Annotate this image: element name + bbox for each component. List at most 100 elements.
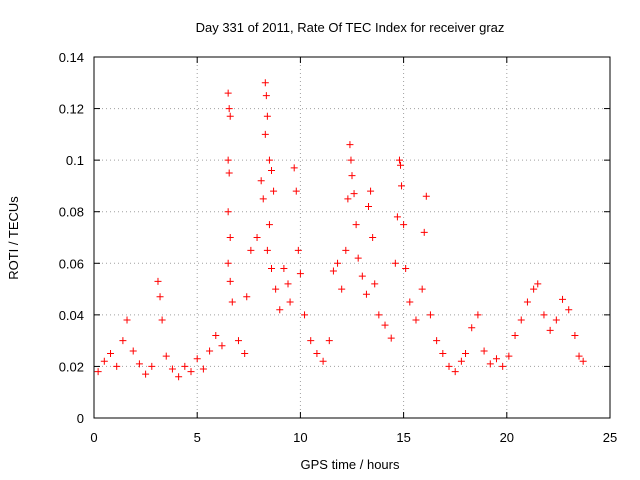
data-point <box>439 350 447 358</box>
data-point <box>107 350 115 358</box>
data-point <box>352 221 360 229</box>
data-point <box>226 112 234 120</box>
data-point <box>268 166 276 174</box>
data-point <box>259 195 267 203</box>
data-point <box>156 293 164 301</box>
data-point <box>319 357 327 365</box>
data-point <box>100 357 108 365</box>
data-point <box>226 277 234 285</box>
data-point <box>272 285 280 293</box>
x-tick-label: 15 <box>396 430 410 445</box>
data-point <box>505 352 513 360</box>
data-point <box>400 221 408 229</box>
data-point <box>265 221 273 229</box>
data-point <box>347 156 355 164</box>
y-tick-label: 0.06 <box>59 256 84 271</box>
data-point <box>342 246 350 254</box>
y-tick-label: 0.14 <box>59 50 84 65</box>
data-point <box>129 347 137 355</box>
data-point <box>354 254 362 262</box>
data-point <box>492 355 500 363</box>
data-point <box>224 89 232 97</box>
data-point <box>162 352 170 360</box>
data-point <box>579 357 587 365</box>
data-point <box>420 228 428 236</box>
data-point <box>575 352 583 360</box>
data-point <box>261 79 269 87</box>
data-point <box>294 246 302 254</box>
data-point <box>228 298 236 306</box>
data-point <box>480 347 488 355</box>
data-point <box>418 285 426 293</box>
data-point <box>369 234 377 241</box>
data-point <box>433 337 441 345</box>
data-point <box>206 347 214 355</box>
data-point <box>534 280 542 288</box>
data-point <box>552 316 560 324</box>
data-point <box>362 290 370 298</box>
data-point <box>371 280 379 288</box>
data-point <box>367 187 375 195</box>
data-point <box>224 156 232 164</box>
data-point <box>365 203 373 211</box>
x-axis-label: GPS time / hours <box>301 457 400 472</box>
y-tick-label: 0.02 <box>59 359 84 374</box>
data-point <box>412 316 420 324</box>
data-point <box>338 285 346 293</box>
data-point <box>135 360 143 368</box>
x-tick-label: 0 <box>90 430 97 445</box>
data-point <box>381 321 389 329</box>
data-point <box>334 259 342 267</box>
data-point <box>402 264 410 272</box>
data-points <box>94 79 587 381</box>
data-point <box>290 164 298 172</box>
data-point <box>387 334 395 342</box>
data-point <box>247 246 255 254</box>
x-tick-label: 5 <box>194 430 201 445</box>
data-point <box>270 187 278 195</box>
data-point <box>286 298 294 306</box>
data-point <box>559 295 567 303</box>
data-point <box>119 337 127 345</box>
y-tick-label: 0.1 <box>66 153 84 168</box>
data-point <box>398 182 406 190</box>
data-point <box>565 306 573 314</box>
x-tick-label: 25 <box>603 430 617 445</box>
x-tick-label: 10 <box>293 430 307 445</box>
data-point <box>224 208 232 216</box>
data-point <box>175 373 183 381</box>
data-point <box>301 311 309 319</box>
plot-frame <box>93 56 611 419</box>
data-point <box>142 370 150 378</box>
data-point <box>261 130 269 138</box>
data-point <box>517 316 525 324</box>
x-tick-label: 20 <box>500 430 514 445</box>
data-point <box>253 234 261 241</box>
data-point <box>199 365 207 373</box>
data-point <box>313 350 321 358</box>
data-point <box>292 187 300 195</box>
data-point <box>225 169 233 177</box>
data-point <box>94 368 102 376</box>
data-point <box>346 141 354 149</box>
data-point <box>307 337 315 345</box>
data-point <box>462 350 470 358</box>
y-axis-label: ROTI / TECUs <box>6 196 21 280</box>
data-point <box>280 264 288 272</box>
data-point <box>262 92 270 100</box>
data-point <box>226 234 234 241</box>
data-point <box>218 342 226 350</box>
data-point <box>325 337 333 345</box>
data-point <box>276 306 284 314</box>
data-point <box>243 293 251 301</box>
data-point <box>241 350 249 358</box>
data-point <box>225 105 233 113</box>
data-point <box>499 362 507 370</box>
data-point <box>284 280 292 288</box>
data-point <box>263 112 271 120</box>
data-point <box>511 331 519 339</box>
data-point <box>348 172 356 180</box>
data-point <box>530 285 538 293</box>
data-point <box>397 161 405 169</box>
